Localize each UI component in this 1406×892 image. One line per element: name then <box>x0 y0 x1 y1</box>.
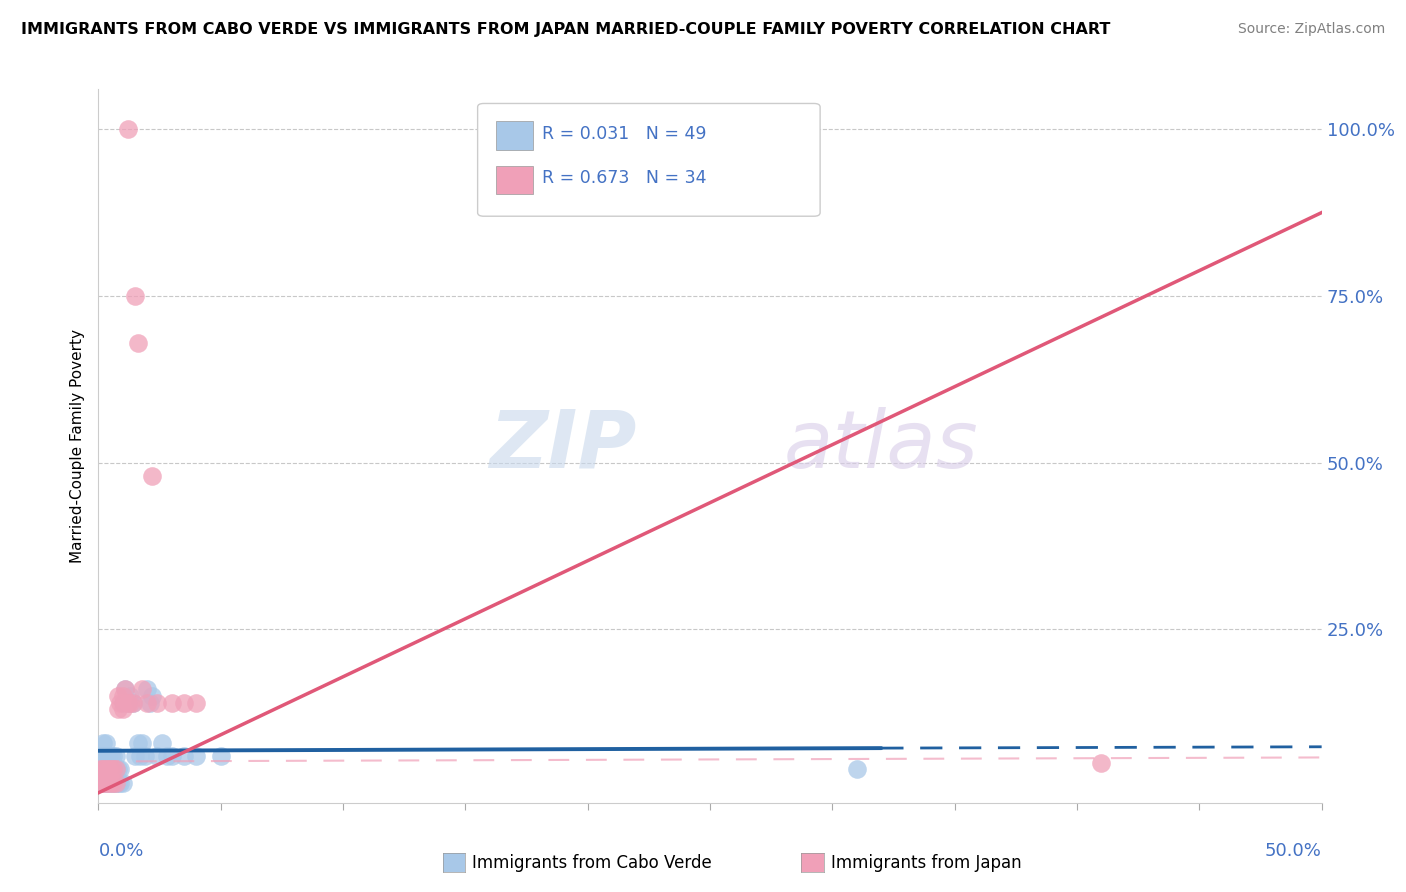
Point <box>100 763 122 777</box>
Point <box>90 763 112 777</box>
Point <box>90 763 112 777</box>
Point <box>90 749 112 764</box>
Point <box>107 689 129 703</box>
Point <box>91 749 114 764</box>
Point <box>124 289 146 303</box>
Point <box>121 696 143 710</box>
Point <box>160 749 183 764</box>
Point <box>209 749 232 764</box>
FancyBboxPatch shape <box>478 103 820 216</box>
Point <box>97 763 120 777</box>
Point <box>91 776 114 790</box>
Point <box>94 776 117 790</box>
Point <box>100 763 122 777</box>
Point <box>127 335 149 350</box>
Point <box>845 763 868 777</box>
Point <box>141 689 163 703</box>
Text: R = 0.673   N = 34: R = 0.673 N = 34 <box>543 169 707 187</box>
Point <box>117 696 139 710</box>
Point <box>160 696 183 710</box>
Point <box>107 763 129 777</box>
FancyBboxPatch shape <box>496 121 533 150</box>
Point <box>104 763 127 777</box>
Text: ZIP: ZIP <box>489 407 637 485</box>
Point <box>94 736 117 750</box>
Point <box>101 763 124 777</box>
Point <box>97 776 120 790</box>
Point <box>114 682 136 697</box>
Point <box>97 763 120 777</box>
Text: R = 0.031   N = 49: R = 0.031 N = 49 <box>543 125 707 143</box>
Point <box>117 122 139 136</box>
Y-axis label: Married-Couple Family Poverty: Married-Couple Family Poverty <box>70 329 86 563</box>
Point <box>104 763 127 777</box>
Text: Immigrants from Cabo Verde: Immigrants from Cabo Verde <box>472 854 713 871</box>
Point <box>124 749 146 764</box>
Point <box>173 749 195 764</box>
Point <box>1090 756 1112 770</box>
Point <box>91 763 114 777</box>
Text: 50.0%: 50.0% <box>1265 842 1322 860</box>
Point <box>94 776 117 790</box>
Point <box>146 696 169 710</box>
Point <box>110 696 132 710</box>
Point <box>107 776 129 790</box>
Point <box>100 776 122 790</box>
Point <box>150 736 173 750</box>
Point <box>111 696 134 710</box>
Point <box>94 763 117 777</box>
Text: Immigrants from Japan: Immigrants from Japan <box>831 854 1022 871</box>
Point <box>117 696 139 710</box>
Point <box>114 682 136 697</box>
Point <box>129 749 152 764</box>
Point <box>90 776 112 790</box>
Point <box>110 763 132 777</box>
Text: IMMIGRANTS FROM CABO VERDE VS IMMIGRANTS FROM JAPAN MARRIED-COUPLE FAMILY POVERT: IMMIGRANTS FROM CABO VERDE VS IMMIGRANTS… <box>21 22 1111 37</box>
Point <box>100 749 122 764</box>
Point <box>104 776 127 790</box>
Text: atlas: atlas <box>783 407 979 485</box>
Point <box>107 702 129 716</box>
Point <box>101 776 124 790</box>
Point <box>186 696 208 710</box>
Point <box>136 696 159 710</box>
Point <box>94 749 117 764</box>
Point <box>146 749 169 764</box>
Point <box>141 469 163 483</box>
Point <box>173 696 195 710</box>
FancyBboxPatch shape <box>496 166 533 194</box>
Point <box>101 749 124 764</box>
Point <box>110 776 132 790</box>
Point <box>91 736 114 750</box>
Point <box>131 736 153 750</box>
Point <box>131 682 153 697</box>
Point <box>104 749 127 764</box>
Point <box>101 776 124 790</box>
Point <box>127 736 149 750</box>
Point <box>97 749 120 764</box>
Text: Source: ZipAtlas.com: Source: ZipAtlas.com <box>1237 22 1385 37</box>
Point <box>100 776 122 790</box>
Point <box>156 749 179 764</box>
Point <box>120 696 142 710</box>
Point <box>111 689 134 703</box>
Point <box>101 763 124 777</box>
Point <box>139 696 162 710</box>
Point <box>134 749 156 764</box>
Point <box>90 776 112 790</box>
Point <box>111 702 134 716</box>
Point <box>121 696 143 710</box>
Point <box>136 682 159 697</box>
Point <box>97 776 120 790</box>
Point <box>91 763 114 777</box>
Point <box>120 689 142 703</box>
Point <box>186 749 208 764</box>
Point <box>111 776 134 790</box>
Text: 0.0%: 0.0% <box>98 842 143 860</box>
Point <box>91 776 114 790</box>
Point <box>94 763 117 777</box>
Point <box>104 776 127 790</box>
